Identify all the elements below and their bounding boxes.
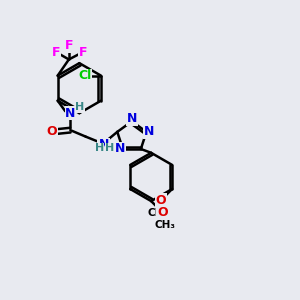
Text: Cl: Cl: [78, 69, 92, 82]
Text: N: N: [65, 107, 76, 120]
Text: N: N: [144, 125, 154, 138]
Text: O: O: [156, 194, 166, 207]
Text: S: S: [98, 136, 107, 150]
Text: F: F: [52, 46, 60, 59]
Text: O: O: [157, 206, 168, 219]
Text: CH₃: CH₃: [147, 208, 168, 218]
Text: CH₃: CH₃: [155, 220, 176, 230]
Text: N: N: [99, 138, 109, 152]
Text: F: F: [78, 46, 87, 59]
Text: N: N: [115, 142, 126, 155]
Text: F: F: [64, 39, 73, 52]
Text: H: H: [75, 103, 85, 112]
Text: H: H: [95, 143, 104, 153]
Text: H: H: [105, 143, 115, 153]
Text: O: O: [47, 125, 57, 138]
Text: N: N: [127, 112, 137, 125]
